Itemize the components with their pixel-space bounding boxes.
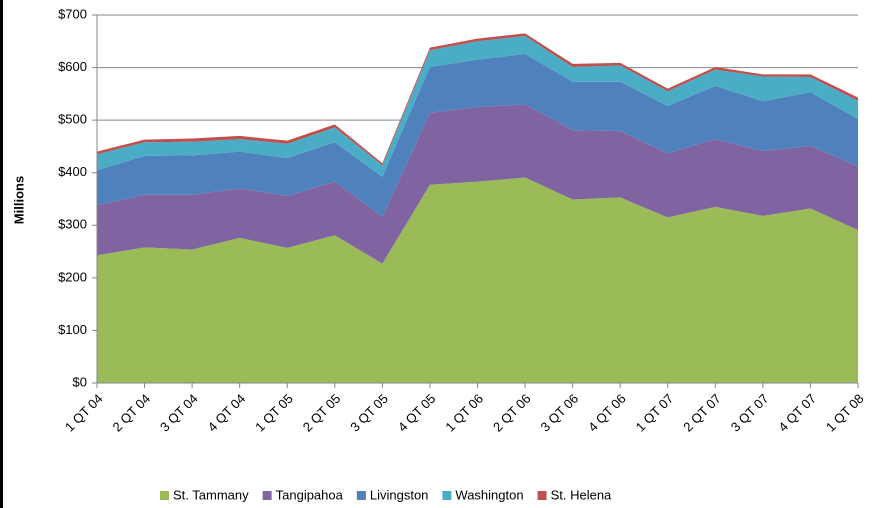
left-border [0,0,3,508]
y-tick-label: $100 [58,322,87,337]
x-tick-label: 2 QT 05 [300,391,344,435]
x-tick-label: 1 QT 04 [62,391,106,435]
area [97,104,858,264]
y-tick-label: $300 [58,217,87,232]
x-tick-label: 2 QT 07 [680,391,724,435]
x-tick-label: 4 QT 04 [205,391,249,435]
legend-swatch [537,491,547,500]
legend-label: Tangipahoa [276,487,344,502]
area [97,177,858,383]
legend-swatch [262,491,272,500]
legend-label: St. Tammany [173,487,249,502]
legend-swatch [442,491,452,500]
x-tick-label: 3 QT 07 [728,391,772,435]
x-tick-label: 4 QT 05 [395,391,439,435]
x-tick-label: 1 QT 05 [252,391,296,435]
legend-swatch [160,491,169,500]
y-tick-label: $700 [58,6,87,21]
y-tick-label: $600 [58,59,87,74]
x-tick-label: 1 QT 08 [823,391,867,435]
legend-label: Washington [455,487,523,502]
x-tick-label: 1 QT 06 [442,391,486,435]
x-tick-label: 2 QT 06 [490,391,534,435]
x-tick-label: 3 QT 05 [347,391,391,435]
y-tick-label: $400 [58,164,87,179]
x-tick-label: 4 QT 07 [775,391,819,435]
y-tick-label: $200 [58,269,87,284]
y-tick-label: $0 [73,374,87,389]
x-tick-label: 3 QT 06 [538,391,582,435]
x-tick-label: 2 QT 04 [109,391,153,435]
y-axis-label: Millions [11,176,26,224]
x-tick-label: 1 QT 07 [633,391,677,435]
area [97,53,858,217]
x-tick-label: 3 QT 04 [157,391,201,435]
y-tick-label: $500 [58,112,87,127]
legend-label: St. Helena [551,487,612,502]
legend-label: Livingston [370,487,429,502]
x-tick-label: 4 QT 06 [585,391,629,435]
legend-swatch [356,491,366,500]
